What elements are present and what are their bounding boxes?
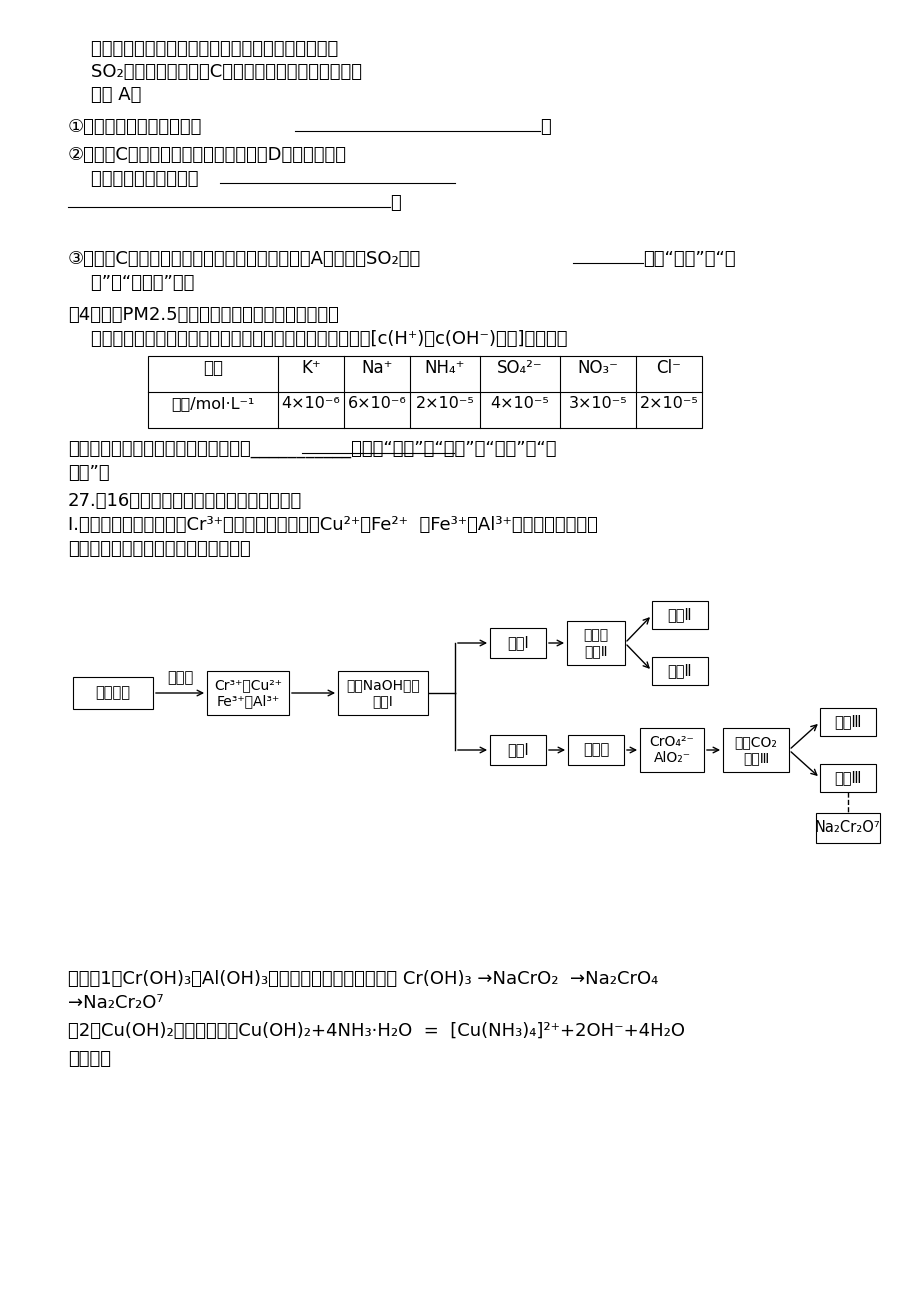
Text: 滤渣Ⅱ: 滤渣Ⅱ — [667, 608, 692, 622]
Text: 试剂甲: 试剂甲 — [167, 671, 193, 685]
FancyBboxPatch shape — [490, 628, 545, 658]
Text: 浓度/mol·L⁻¹: 浓度/mol·L⁻¹ — [171, 397, 255, 411]
Text: 气体积。将尾气通入一定体积已知浓度的碘水中测定: 气体积。将尾气通入一定体积已知浓度的碘水中测定 — [68, 40, 338, 59]
FancyBboxPatch shape — [640, 728, 703, 772]
FancyBboxPatch shape — [73, 677, 153, 710]
Text: ①写出该反应的离子方程式: ①写出该反应的离子方程式 — [68, 118, 202, 135]
Text: 2×10⁻⁵: 2×10⁻⁵ — [639, 397, 698, 411]
FancyBboxPatch shape — [652, 602, 708, 629]
Text: 验的准确度，其理由是: 验的准确度，其理由是 — [68, 171, 199, 187]
Text: 4×10⁻⁵: 4×10⁻⁵ — [490, 397, 549, 411]
Text: 若测得该试液所含水溶性无机离子的化学组分及其平均浓度[c(H⁺)、c(OH⁻)待测]如下表：: 若测得该试液所含水溶性无机离子的化学组分及其平均浓度[c(H⁺)、c(OH⁻)待… — [68, 329, 567, 348]
Text: 已知（1）Cr(OH)₃与Al(OH)₃性质相似，为两性氢氧化物 Cr(OH)₃ →NaCrO₂  →Na₂CrO₄: 已知（1）Cr(OH)₃与Al(OH)₃性质相似，为两性氢氧化物 Cr(OH)₃… — [68, 970, 657, 988]
Text: 低”或“无影响”）。: 低”或“无影响”）。 — [68, 273, 194, 292]
Text: 。: 。 — [390, 194, 401, 212]
Text: 滤渣Ⅲ: 滤渣Ⅲ — [834, 715, 861, 729]
Text: 试剂乙
操作Ⅱ: 试剂乙 操作Ⅱ — [583, 628, 607, 658]
Text: 3×10⁻⁵: 3×10⁻⁵ — [568, 397, 627, 411]
Text: CrO₄²⁻
AlO₂⁻: CrO₄²⁻ AlO₂⁻ — [649, 734, 694, 766]
Text: Ⅰ.某工业废水中主要含有Cr³⁺，同时还含有少量的Cu²⁺、Fe²⁺  、Fe³⁺和Al³⁺等，且酸性较强。: Ⅰ.某工业废水中主要含有Cr³⁺，同时还含有少量的Cu²⁺、Fe²⁺ 、Fe³⁺… — [68, 516, 597, 534]
FancyBboxPatch shape — [566, 621, 624, 665]
Text: 滤液Ⅱ: 滤液Ⅱ — [667, 664, 692, 678]
Text: →Na₂Cr₂O⁷: →Na₂Cr₂O⁷ — [68, 993, 164, 1012]
Text: 根据表中数据判断该待测试液酸碱性为___________。（填“酸性”、“中性”、“碱性”或“不: 根据表中数据判断该待测试液酸碱性为___________。（填“酸性”、“中性”… — [68, 440, 556, 458]
FancyBboxPatch shape — [207, 671, 289, 715]
FancyBboxPatch shape — [567, 736, 623, 766]
Text: 。: 。 — [539, 118, 550, 135]
Text: 离子: 离子 — [203, 359, 222, 378]
Text: 过量NaOH溶液
操作Ⅰ: 过量NaOH溶液 操作Ⅰ — [346, 678, 419, 708]
FancyBboxPatch shape — [490, 736, 545, 766]
FancyBboxPatch shape — [819, 764, 875, 792]
FancyBboxPatch shape — [652, 658, 708, 685]
Text: Cl⁻: Cl⁻ — [656, 359, 681, 378]
Text: Na⁺: Na⁺ — [361, 359, 392, 378]
Text: 请回答：: 请回答： — [68, 1049, 111, 1068]
Text: 滤液Ⅰ: 滤液Ⅰ — [506, 742, 528, 758]
Text: NH₄⁺: NH₄⁺ — [425, 359, 465, 378]
Text: SO₄²⁻: SO₄²⁻ — [496, 359, 542, 378]
Text: Na₂Cr₂O⁷: Na₂Cr₂O⁷ — [814, 820, 879, 836]
Text: 4×10⁻⁶: 4×10⁻⁶ — [281, 397, 340, 411]
Text: 工业废水: 工业废水 — [96, 685, 130, 700]
Bar — [148, 355, 701, 428]
Text: NO₃⁻: NO₃⁻ — [577, 359, 618, 378]
Text: 试剂丙: 试剂丙 — [583, 742, 608, 758]
Text: ②洗气瓶C中导管末端连接一个多孔球泡D，可以提高实: ②洗气瓶C中导管末端连接一个多孔球泡D，可以提高实 — [68, 146, 346, 164]
Text: 活塞 A。: 活塞 A。 — [68, 86, 142, 104]
Text: 滤液Ⅲ: 滤液Ⅲ — [834, 771, 861, 785]
Text: ③洗气瓶C中溶液蓝色消失后，没有及时关闭活塞A，测得的SO₂含量: ③洗气瓶C中溶液蓝色消失后，没有及时关闭活塞A，测得的SO₂含量 — [68, 250, 421, 268]
FancyBboxPatch shape — [815, 812, 879, 842]
Text: （2）Cu(OH)₂能溶于氨水：Cu(OH)₂+4NH₃·H₂O  =  [Cu(NH₃)₄]²⁺+2OH⁻+4H₂O: （2）Cu(OH)₂能溶于氨水：Cu(OH)₂+4NH₃·H₂O = [Cu(N… — [68, 1022, 685, 1040]
Text: 为回收利用，通常采用如下流程处理：: 为回收利用，通常采用如下流程处理： — [68, 540, 251, 559]
FancyBboxPatch shape — [722, 728, 789, 772]
Text: 过量CO₂
操作Ⅲ: 过量CO₂ 操作Ⅲ — [733, 734, 777, 766]
Text: 确定”）: 确定”） — [68, 464, 109, 482]
Text: 27.（16分）电镀含铬废水的处理方法较多。: 27.（16分）电镀含铬废水的处理方法较多。 — [68, 492, 302, 510]
Text: 2×10⁻⁵: 2×10⁻⁵ — [415, 397, 474, 411]
Text: 滤渣Ⅰ: 滤渣Ⅰ — [506, 635, 528, 651]
FancyBboxPatch shape — [337, 671, 427, 715]
Text: （4）将某PM2.5样本用蔻馏水处理制成待测试液。: （4）将某PM2.5样本用蔻馏水处理制成待测试液。 — [68, 306, 338, 324]
Text: 6×10⁻⁶: 6×10⁻⁶ — [347, 397, 406, 411]
Text: SO₂的含量。当洗气瓶C中溶液蓝色消失时，立即关闭: SO₂的含量。当洗气瓶C中溶液蓝色消失时，立即关闭 — [68, 62, 361, 81]
FancyBboxPatch shape — [819, 708, 875, 736]
Text: Cr³⁺、Cu²⁺
Fe³⁺、Al³⁺: Cr³⁺、Cu²⁺ Fe³⁺、Al³⁺ — [214, 678, 282, 708]
Text: K⁺: K⁺ — [301, 359, 321, 378]
Text: （填“偏高”、“偏: （填“偏高”、“偏 — [642, 250, 735, 268]
